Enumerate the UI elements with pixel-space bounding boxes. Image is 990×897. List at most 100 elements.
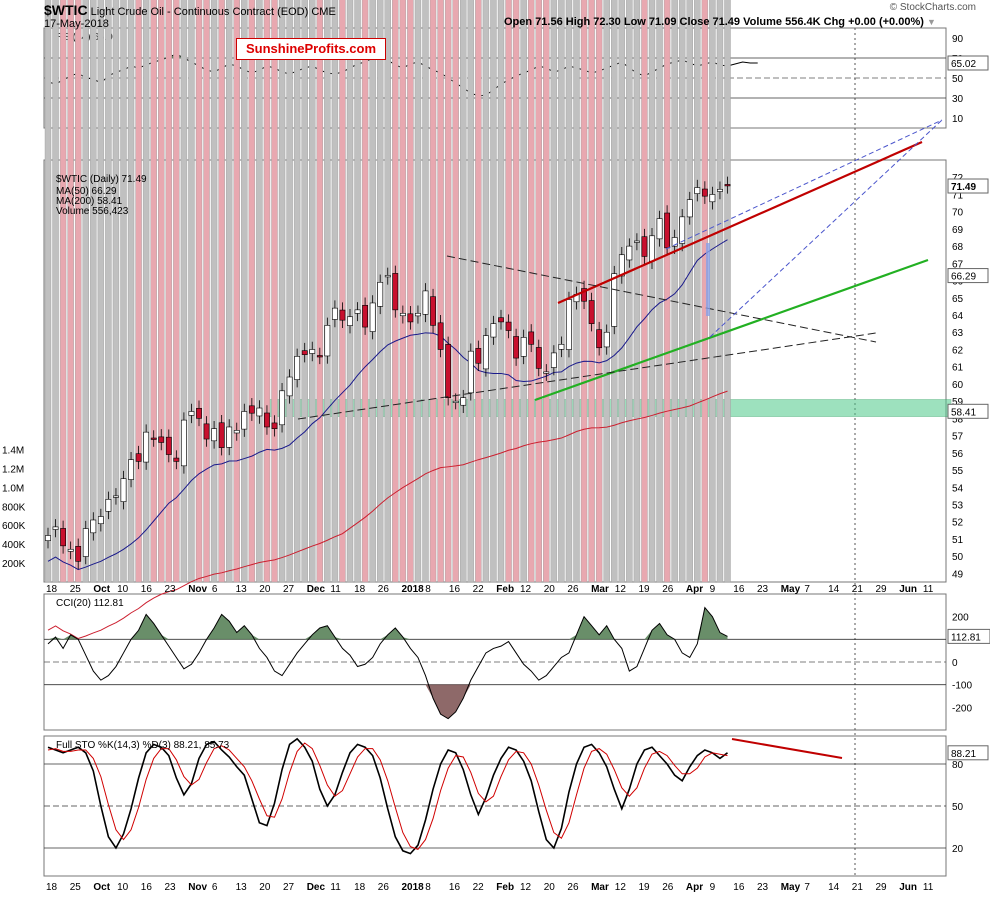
volume-bar — [648, 0, 656, 583]
price-tick-label: 55 — [952, 466, 964, 477]
x-tick-label-bottom: 16 — [733, 882, 745, 893]
x-tick-label: 18 — [46, 584, 58, 595]
cci-line — [47, 606, 728, 720]
candle-body — [211, 428, 217, 442]
volume-bar — [74, 0, 82, 583]
candle-body — [656, 218, 663, 240]
candle-body — [45, 535, 51, 541]
channel-upper-line — [665, 119, 943, 250]
volume-bar — [59, 0, 67, 583]
candle-body — [392, 273, 399, 311]
candle-body — [437, 322, 444, 350]
price-tick-label: 63 — [952, 328, 964, 339]
price-tick-label: 61 — [952, 363, 964, 374]
volume-bar — [550, 0, 558, 583]
x-tick-label: 12 — [615, 584, 627, 595]
x-tick-label: 23 — [757, 584, 769, 595]
x-tick-label: 16 — [449, 584, 461, 595]
x-tick-label-bottom: 25 — [70, 882, 82, 893]
price-tick-label: 54 — [952, 483, 964, 494]
volume-bar — [686, 0, 693, 583]
volume-tick-label: 1.2M — [2, 464, 24, 475]
volume-bar — [120, 0, 127, 583]
volume-tick-label: 1.4M — [2, 445, 24, 456]
volume-bar — [520, 0, 527, 583]
volume-bar — [437, 0, 444, 583]
volume-bar — [67, 0, 74, 583]
candle-body — [415, 312, 421, 317]
price-tick-label: 59 — [952, 397, 964, 408]
x-tick-label: 8 — [425, 584, 431, 595]
x-tick-label-bottom: 18 — [46, 882, 58, 893]
volume-bar — [225, 0, 233, 583]
x-tick-label: 2018 — [402, 584, 425, 595]
ma200-line — [47, 390, 728, 640]
candle-body — [324, 325, 331, 357]
x-tick-label: 26 — [662, 584, 674, 595]
candle-body — [475, 348, 482, 364]
volume-bar — [716, 0, 724, 583]
volume-bar — [361, 0, 369, 583]
x-tick-label: 13 — [236, 584, 248, 595]
volume-bar — [497, 0, 505, 583]
volume-bar — [656, 0, 663, 583]
x-tick-label: Dec — [307, 584, 326, 595]
candle-body — [490, 323, 497, 338]
candle-body — [482, 335, 489, 370]
candle-body — [505, 321, 512, 331]
x-tick-label-bottom: 14 — [828, 882, 840, 893]
price-value-label: 58.41 — [951, 407, 976, 418]
candle-body — [241, 411, 248, 430]
candle-body — [369, 302, 376, 332]
price-value-box — [947, 178, 989, 194]
candle-body — [377, 281, 384, 307]
volume-bar — [180, 0, 188, 583]
candle-body — [196, 407, 202, 419]
price-tick-label: 69 — [952, 225, 964, 236]
x-tick-label-bottom: 27 — [283, 882, 295, 893]
candle-body — [301, 350, 308, 355]
ohlc-volume: Volume 556.4K — [743, 16, 821, 28]
volume-bar — [82, 0, 89, 583]
rsi-value-box — [947, 55, 989, 71]
volume-bar — [241, 0, 248, 583]
volume-bar — [603, 0, 610, 583]
volume-bar — [346, 0, 354, 583]
x-tick-label-bottom: Jun — [899, 882, 917, 893]
x-tick-label-bottom: 8 — [425, 882, 431, 893]
x-tick-label-bottom: 2018 — [402, 882, 425, 893]
volume-bar — [97, 0, 105, 583]
volume-bar — [452, 0, 459, 583]
price-tick-label: 64 — [952, 311, 964, 322]
candle-body — [709, 194, 716, 203]
x-tick-label: 12 — [520, 584, 532, 595]
sto-value-box — [947, 745, 989, 761]
volume-bar — [701, 0, 709, 583]
price-legend-item: MA(200) 58.41 — [56, 196, 123, 207]
candle-body — [150, 437, 157, 440]
price-tick-label: 56 — [952, 449, 964, 460]
volume-bar — [90, 0, 97, 583]
candle-body — [203, 423, 210, 440]
volume-bar — [158, 0, 165, 583]
x-tick-label: 14 — [828, 584, 840, 595]
price-tick-label: 50 — [952, 552, 964, 563]
price-tick-label: 67 — [952, 259, 964, 270]
price-tick-label: 49 — [952, 569, 964, 580]
volume-bar — [210, 0, 218, 583]
volume-bar — [286, 0, 293, 583]
x-tick-label: 10 — [117, 584, 129, 595]
volume-bar — [399, 0, 407, 583]
x-tick-label: 26 — [378, 584, 390, 595]
candle-body — [550, 352, 557, 368]
candle-body — [165, 436, 172, 455]
declining-dashed-line — [446, 255, 877, 343]
x-tick-label-bottom: Dec — [307, 882, 326, 893]
price-value-label: 66.29 — [951, 272, 976, 283]
price-tick-label: 53 — [952, 500, 964, 511]
x-tick-label-bottom: 26 — [662, 882, 674, 893]
volume-bar — [641, 0, 648, 583]
candle-body — [513, 336, 519, 359]
candle-body — [596, 329, 603, 349]
candle-body — [271, 422, 278, 430]
